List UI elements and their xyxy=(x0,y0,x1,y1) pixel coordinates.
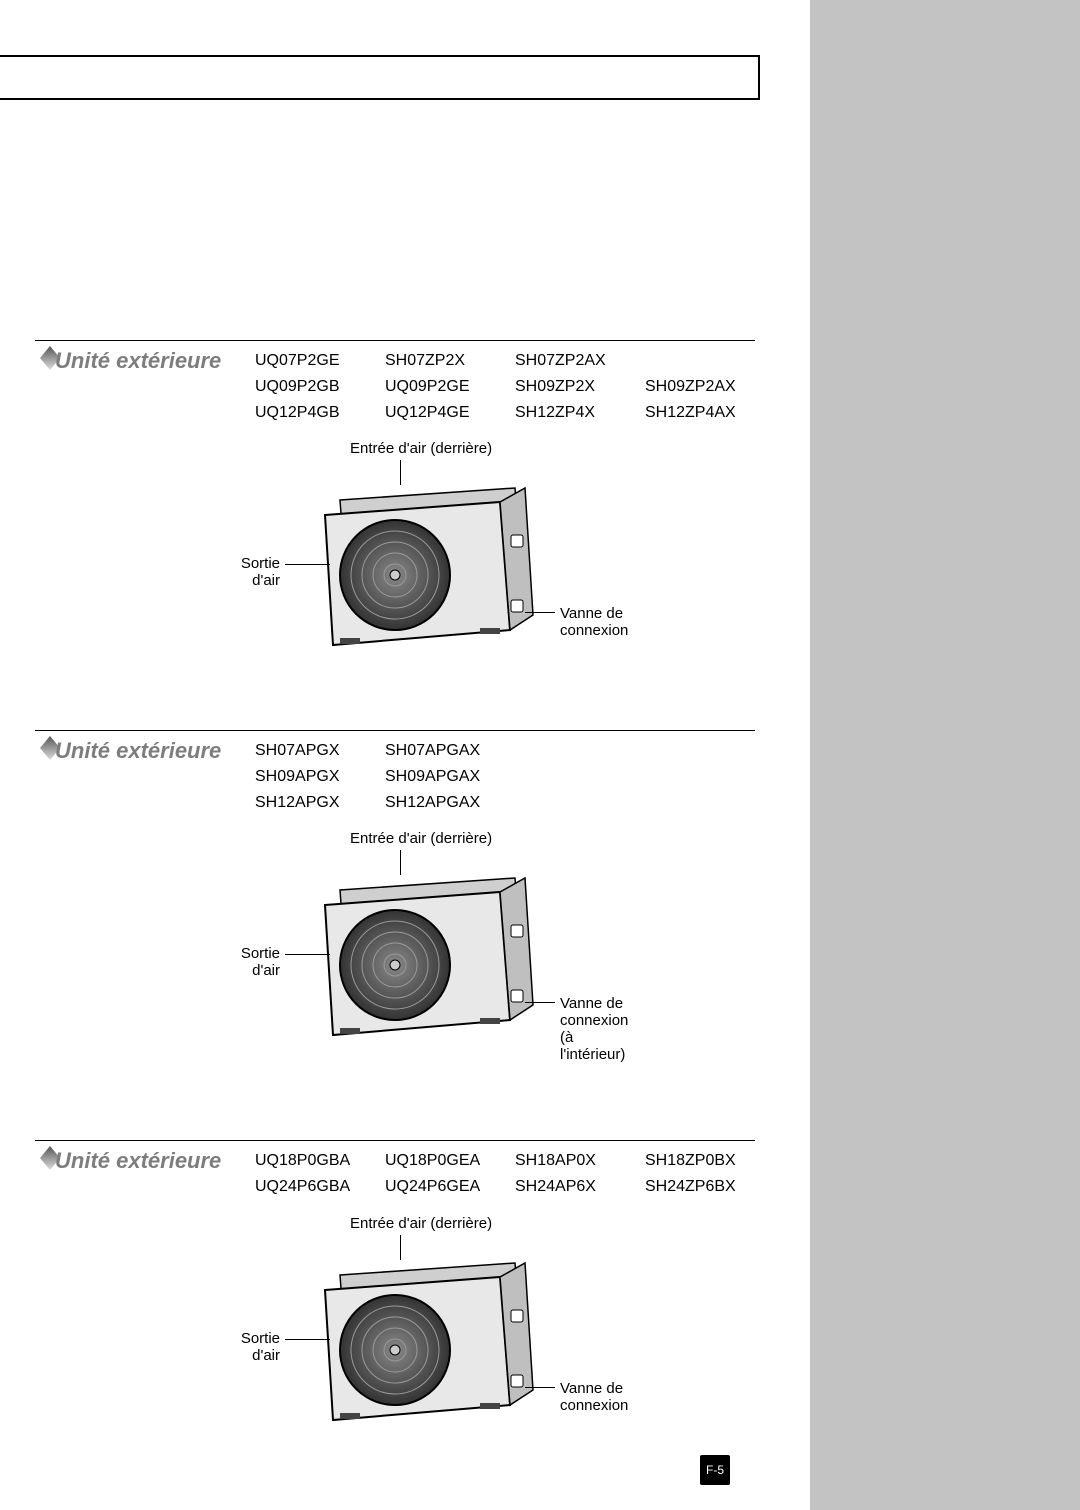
model-row: UQ18P0GBAUQ18P0GEASH18AP0XSH18ZP0BX xyxy=(255,1148,775,1174)
section-title: Unité extérieure xyxy=(55,1148,221,1174)
model-number: UQ18P0GBA xyxy=(255,1148,385,1174)
leader-line xyxy=(525,612,555,613)
air-intake-rear-label: Entrée d'air (derrière) xyxy=(350,440,492,457)
right-margin: FRANÇAIS xyxy=(810,0,1080,1510)
air-intake-rear-label: Entrée d'air (derrière) xyxy=(350,830,492,847)
outdoor-unit-section: Unité extérieureUQ18P0GBAUQ18P0GEASH18AP… xyxy=(45,1140,755,1141)
section-divider xyxy=(35,730,755,731)
model-row: UQ07P2GESH07ZP2XSH07ZP2AX xyxy=(255,348,775,374)
model-number: UQ12P4GE xyxy=(385,400,515,426)
model-number: SH24ZP6BX xyxy=(645,1174,775,1200)
model-number: UQ18P0GEA xyxy=(385,1148,515,1174)
model-number: SH07APGAX xyxy=(385,738,515,764)
model-list: UQ07P2GESH07ZP2XSH07ZP2AXUQ09P2GBUQ09P2G… xyxy=(255,348,775,426)
model-number: UQ07P2GE xyxy=(255,348,385,374)
leader-line xyxy=(525,1387,555,1388)
section-divider xyxy=(35,340,755,341)
model-number: UQ24P6GEA xyxy=(385,1174,515,1200)
leader-line xyxy=(285,1339,330,1340)
ac-unit-illustration xyxy=(315,480,545,650)
section-title: Unité extérieure xyxy=(55,348,221,374)
model-number: SH12APGX xyxy=(255,790,385,816)
model-number: SH12APGAX xyxy=(385,790,515,816)
outdoor-unit-section: Unité extérieureSH07APGXSH07APGAXSH09APG… xyxy=(45,730,755,731)
model-row: SH07APGXSH07APGAX xyxy=(255,738,775,764)
model-list: UQ18P0GBAUQ18P0GEASH18AP0XSH18ZP0BXUQ24P… xyxy=(255,1148,775,1200)
air-intake-rear-label: Entrée d'air (derrière) xyxy=(350,1215,492,1232)
connection-valve-label: Vanne de connexion xyxy=(560,605,628,639)
model-number: UQ12P4GB xyxy=(255,400,385,426)
model-number: SH12ZP4AX xyxy=(645,400,775,426)
leader-line xyxy=(285,954,330,955)
model-row: SH12APGXSH12APGAX xyxy=(255,790,775,816)
connection-valve-label: Vanne de connexion xyxy=(560,1380,628,1414)
model-number: SH09APGX xyxy=(255,764,385,790)
header-box xyxy=(0,55,760,100)
model-number: SH24AP6X xyxy=(515,1174,645,1200)
model-row: UQ12P4GBUQ12P4GESH12ZP4XSH12ZP4AX xyxy=(255,400,775,426)
model-number: SH18AP0X xyxy=(515,1148,645,1174)
page-number: F-5 xyxy=(700,1455,730,1485)
air-outlet-label: Sortie d'air xyxy=(225,1330,280,1364)
model-number: UQ24P6GBA xyxy=(255,1174,385,1200)
model-number: UQ09P2GE xyxy=(385,374,515,400)
leader-line xyxy=(285,564,330,565)
model-number: SH12ZP4X xyxy=(515,400,645,426)
model-number: SH07ZP2X xyxy=(385,348,515,374)
ac-unit-illustration xyxy=(315,870,545,1040)
model-number: SH09ZP2AX xyxy=(645,374,775,400)
model-number: SH07ZP2AX xyxy=(515,348,645,374)
model-number: SH18ZP0BX xyxy=(645,1148,775,1174)
model-row: SH09APGXSH09APGAX xyxy=(255,764,775,790)
model-number: UQ09P2GB xyxy=(255,374,385,400)
leader-line xyxy=(525,1002,555,1003)
model-list: SH07APGXSH07APGAXSH09APGXSH09APGAXSH12AP… xyxy=(255,738,775,816)
content-area: Unité extérieure UQ07P2GESH07ZP2XSH07ZP2A… xyxy=(0,0,760,1510)
ac-unit-illustration xyxy=(315,1255,545,1425)
air-outlet-label: Sortie d'air xyxy=(225,945,280,979)
section-title: Unité extérieure xyxy=(55,738,221,764)
outdoor-unit-section: Unité extérieureUQ07P2GESH07ZP2XSH07ZP2A… xyxy=(45,340,755,341)
model-row: UQ24P6GBAUQ24P6GEASH24AP6XSH24ZP6BX xyxy=(255,1174,775,1200)
model-row: UQ09P2GBUQ09P2GESH09ZP2XSH09ZP2AX xyxy=(255,374,775,400)
connection-valve-label: Vanne de connexion (à l'intérieur) xyxy=(560,995,628,1063)
model-number: SH09APGAX xyxy=(385,764,515,790)
page: FRANÇAIS Unité extérieureUQ07P2GESH07ZP2… xyxy=(0,0,1080,1510)
section-divider xyxy=(35,1140,755,1141)
air-outlet-label: Sortie d'air xyxy=(225,555,280,589)
model-number: SH07APGX xyxy=(255,738,385,764)
model-number: SH09ZP2X xyxy=(515,374,645,400)
